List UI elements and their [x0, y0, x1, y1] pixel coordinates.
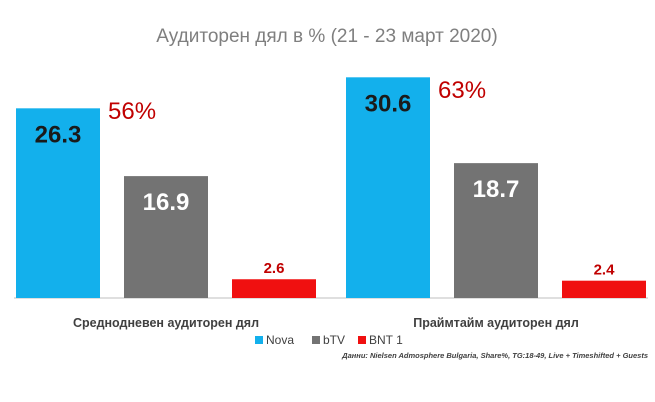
bars-layer: 26.3 16.9 2.6 56% 30.6 18.7 2.4 63% — [16, 77, 646, 299]
legend-swatch — [255, 336, 263, 344]
legend: Nova bTV BNT 1 — [255, 333, 403, 347]
category-label: Среднодневен аудиторен дял — [73, 316, 259, 330]
legend-label: Nova — [266, 333, 294, 347]
data-label: 2.6 — [264, 260, 285, 277]
bar-bnt1-2 — [562, 280, 646, 298]
chart-title: Аудиторен дял в % (21 - 23 март 2020) — [156, 26, 497, 47]
category-label: Праймтайм аудиторен дял — [413, 316, 579, 330]
bar-bnt1-1 — [232, 279, 316, 298]
source-note: Данни: Nielsen Admosphere Bulgaria, Shar… — [341, 351, 648, 360]
share-annotation: 56% — [108, 98, 156, 125]
data-label: 2.4 — [594, 262, 616, 279]
data-label: 26.3 — [35, 121, 82, 148]
legend-label: bTV — [323, 333, 345, 347]
data-label: 30.6 — [365, 90, 412, 117]
bar-nova-2 — [346, 77, 430, 299]
data-label: 18.7 — [473, 176, 520, 203]
share-annotation: 63% — [438, 77, 486, 104]
legend-label: BNT 1 — [369, 333, 403, 347]
category-labels: Среднодневен аудиторен дял Праймтайм ауди… — [73, 316, 579, 330]
legend-swatch — [312, 336, 320, 344]
legend-swatch — [358, 336, 366, 344]
data-label: 16.9 — [143, 189, 190, 216]
bar-btv-1 — [124, 176, 208, 298]
bar-btv-2 — [454, 163, 538, 298]
bar-nova-1 — [16, 108, 100, 298]
